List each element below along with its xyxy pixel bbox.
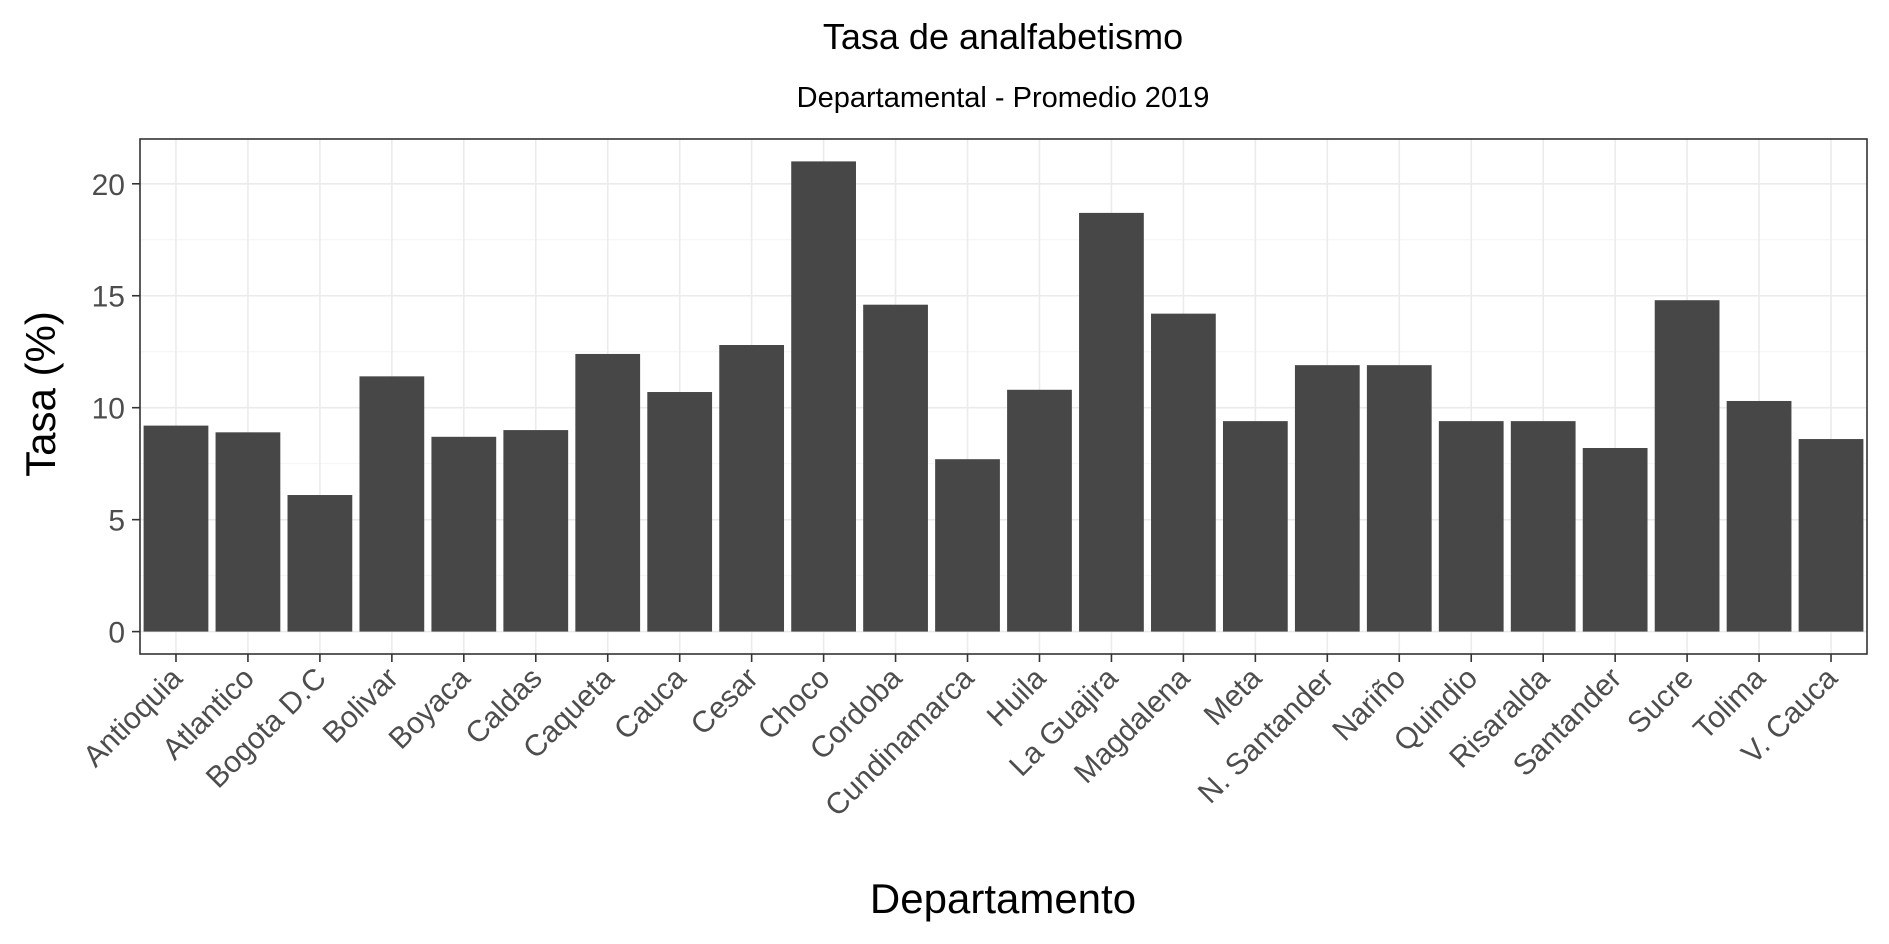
bar [1007,389,1072,632]
y-tick-label: 15 [92,281,125,314]
chart-subtitle: Departamental - Promedio 2019 [797,82,1210,114]
bars [143,161,1864,632]
bar [1366,365,1432,632]
bar [359,376,425,632]
bar [503,430,569,632]
y-tick-label: 0 [108,617,125,650]
bar [1079,212,1144,632]
chart-title: Tasa de analfabetismo [823,16,1183,57]
bar [575,353,641,632]
bar [1582,448,1648,632]
bar [215,432,281,632]
bar [1510,421,1576,632]
bar [719,345,785,632]
x-tick-label: Boyaca [383,661,477,755]
y-axis-ticks: 0 5 10 15 20 [92,169,140,650]
bar [1438,421,1504,632]
bar [1798,439,1864,632]
bar [647,392,713,632]
y-tick-label: 20 [92,169,125,202]
plot-panel-border [139,138,1868,655]
bar [1222,421,1288,632]
bar [143,425,209,632]
bar [1294,365,1360,632]
bar [1726,400,1792,632]
y-tick-label: 10 [92,393,125,426]
bar [863,304,928,632]
x-tick-label: Cauca [608,661,693,746]
bar [431,436,497,632]
x-tick-label: Sucre [1621,662,1700,741]
bar [287,495,353,632]
x-axis-title: Departamento [870,875,1136,922]
bar [1151,313,1216,632]
y-axis-title: Tasa (%) [17,311,64,477]
y-tick-label: 5 [108,505,125,538]
x-tick-label: Cesar [685,662,765,742]
bar [1654,300,1720,632]
bar [791,161,856,632]
bar [935,459,1000,632]
